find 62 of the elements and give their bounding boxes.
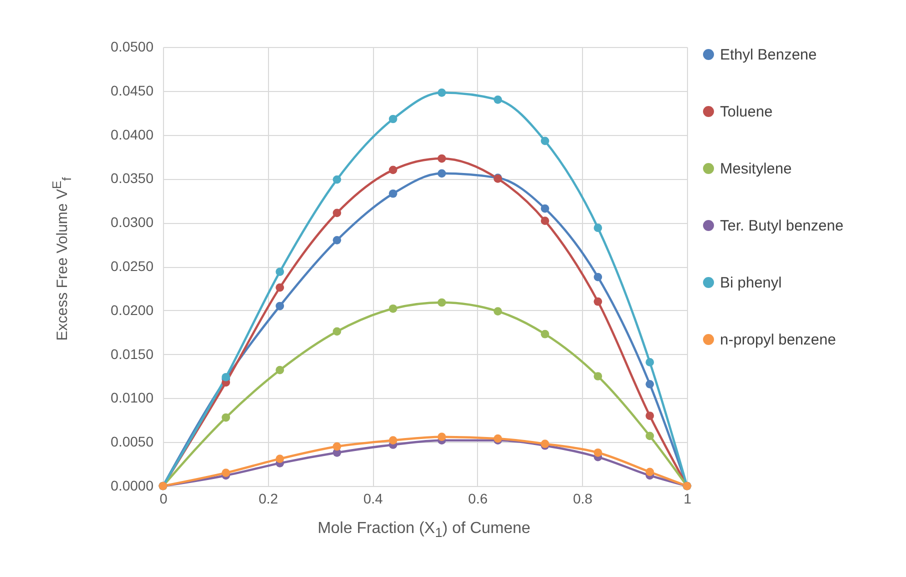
x-tick-label: 0.6 — [468, 490, 488, 506]
point — [646, 412, 654, 420]
point — [276, 268, 284, 276]
point — [222, 413, 230, 422]
point — [388, 436, 398, 445]
y-tick-label: 0.0050 — [110, 434, 154, 450]
point — [438, 88, 446, 97]
point — [646, 468, 654, 476]
point — [332, 236, 342, 244]
point — [594, 297, 602, 306]
point — [332, 327, 342, 336]
point — [388, 166, 398, 174]
x-tick-label: 1 — [684, 490, 692, 506]
point — [540, 204, 550, 213]
point — [494, 307, 502, 316]
legend-label: Bi phenyl — [720, 274, 782, 292]
point — [646, 380, 654, 388]
point — [222, 468, 230, 478]
legend-label: Ethyl Benzene — [720, 46, 817, 64]
point — [276, 302, 284, 310]
point — [332, 175, 342, 184]
x-tick-label: 0.8 — [572, 490, 593, 506]
x-axis-title: Mole Fraction (X$_{1}$) of Cumene — [318, 520, 530, 540]
point — [594, 272, 602, 282]
point — [646, 358, 654, 366]
point — [388, 189, 398, 198]
point — [646, 432, 654, 440]
point — [494, 96, 502, 104]
y-tick-label: 0.0500 — [110, 38, 154, 54]
y-tick-label: 0.0150 — [110, 346, 154, 362]
x-tick-label: 0.2 — [258, 490, 278, 506]
y-tick-label: 0.0400 — [110, 126, 154, 142]
point — [594, 372, 602, 380]
y-tick-label: 0.0250 — [110, 258, 154, 274]
point — [276, 454, 284, 463]
y-tick-label: 0.0300 — [110, 214, 154, 230]
point — [388, 114, 398, 124]
point — [438, 432, 446, 442]
y-tick-label: 0.0350 — [110, 170, 154, 186]
legend-label: Toluene — [720, 104, 773, 120]
point — [540, 330, 550, 338]
point — [594, 448, 602, 457]
point — [276, 366, 284, 374]
point — [332, 442, 342, 451]
point — [276, 283, 284, 292]
point — [540, 136, 550, 146]
point — [438, 154, 446, 163]
point — [438, 169, 446, 178]
legend-label: Ter. Butyl benzene — [720, 218, 844, 234]
point — [332, 208, 342, 218]
x-tick-label: 0.4 — [363, 490, 384, 506]
point — [594, 224, 602, 232]
point — [388, 304, 398, 313]
legend-label: n-propyl benzene — [720, 332, 836, 348]
y-tick-label: 0.0200 — [110, 302, 154, 318]
point — [438, 298, 446, 307]
x-tick-label: 0 — [160, 490, 168, 506]
legend-label: Mesitylene — [720, 160, 792, 178]
y-tick-label: 0.0000 — [110, 478, 154, 494]
y-tick-label: 0.0450 — [110, 82, 154, 98]
y-tick-label: 0.0100 — [110, 390, 154, 406]
point — [540, 216, 550, 226]
